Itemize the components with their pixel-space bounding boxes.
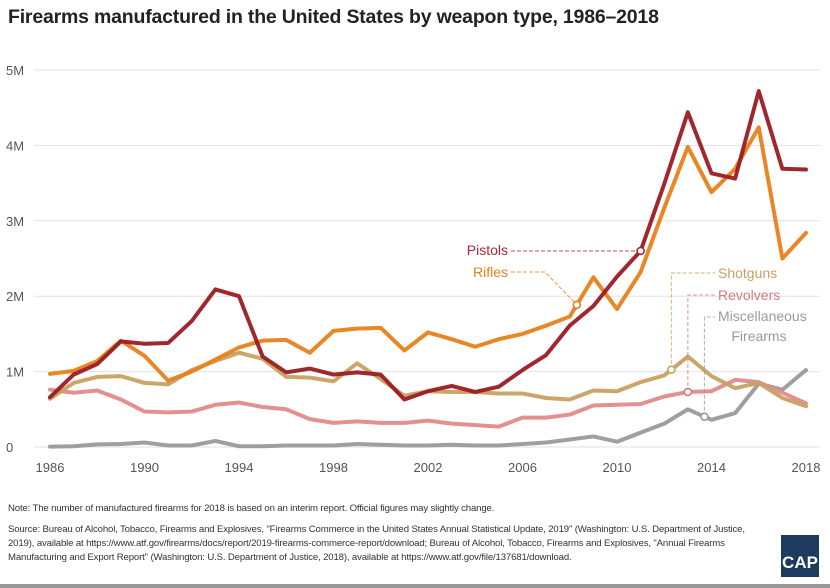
bottom-border: [0, 584, 830, 588]
series-line-shotguns: [48, 350, 808, 409]
marker-revolvers: [683, 387, 693, 397]
series-line-miscellaneous-firearms: [48, 368, 808, 449]
y-tick-label: 4M: [6, 138, 24, 153]
y-tick-label: 1M: [6, 365, 24, 380]
x-tick-label: 2002: [414, 460, 443, 475]
x-tick-label: 1998: [319, 460, 348, 475]
series-line-pistols: [48, 89, 808, 402]
series-label-shotguns: Shotguns: [718, 265, 777, 281]
leader-line-misc_line1: [703, 316, 715, 417]
x-tick-label: 2010: [603, 460, 632, 475]
x-tick-label: 2018: [792, 460, 821, 475]
x-tick-label: 1994: [225, 460, 254, 475]
y-tick-label: 5M: [6, 63, 24, 78]
series-line-revolvers: [48, 377, 808, 429]
leader-line-revolvers: [687, 294, 715, 392]
series-label-revolvers: Revolvers: [718, 287, 780, 303]
series-label-misc_line1: Miscellaneous: [718, 308, 807, 324]
x-tick-label: 2006: [508, 460, 537, 475]
marker-shotguns: [667, 365, 676, 375]
cap-logo: CAP: [781, 535, 819, 577]
chart-title: Firearms manufactured in the United Stat…: [8, 6, 659, 28]
y-tick-label: 3M: [6, 214, 24, 229]
y-tick-label: 2M: [6, 289, 24, 304]
series-line-rifles: [48, 125, 808, 383]
series-label-rifles: Rifles: [473, 264, 508, 280]
series-label-misc-line2: Firearms: [731, 328, 786, 344]
series-label-pistols: Pistols: [467, 242, 508, 258]
x-tick-label: 2014: [697, 460, 726, 475]
leader-line-shotguns: [670, 272, 715, 370]
marker-pistols: [636, 246, 645, 256]
chart-source: Source: Bureau of Alcohol, Tobacco, Fire…: [8, 524, 745, 563]
y-tick-label: 0: [6, 440, 13, 455]
x-tick-label: 1986: [36, 460, 65, 475]
chart-note: Note: The number of manufactured firearm…: [8, 503, 495, 514]
leader-line-rifles: [511, 271, 578, 306]
x-tick-label: 1990: [130, 460, 159, 475]
marker-rifles: [572, 300, 582, 310]
marker-misc_line1: [700, 412, 709, 421]
